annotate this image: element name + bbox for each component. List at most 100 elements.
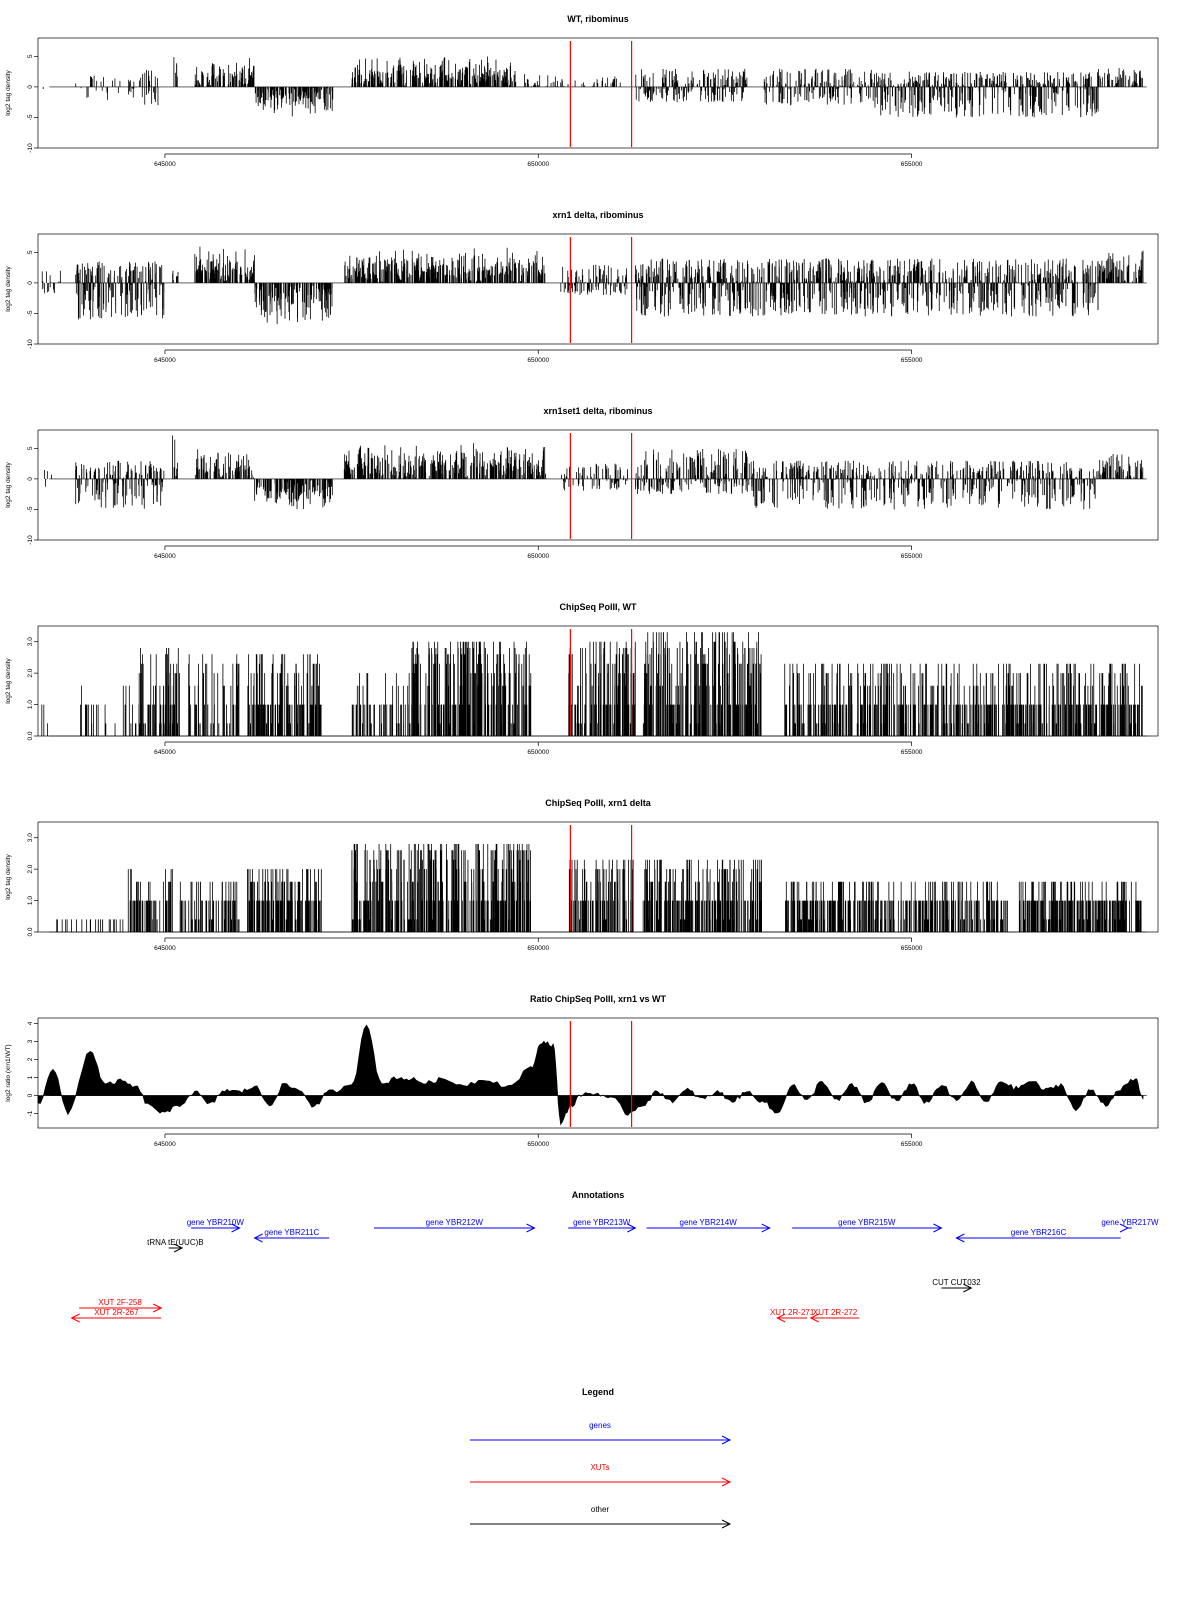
panel-title: ChipSeq PolII, WT (560, 602, 637, 612)
feature-label: gene YBR211C (264, 1228, 319, 1237)
y-axis-label: log2 ratio (xrn1/WT) (5, 1044, 12, 1101)
feature-label: gene YBR212W (426, 1218, 484, 1227)
legend-title: Legend (582, 1387, 614, 1397)
arrow-head (526, 1223, 536, 1233)
y-tick-label: 3 (27, 1039, 34, 1043)
panel-1: WT, ribominus log2 tag density -10 -5 0 5 6450… (5, 14, 1159, 168)
y-tick-label: 1.0 (27, 896, 34, 905)
ratio-area (37, 1024, 1144, 1126)
x-tick-label: 655000 (901, 749, 923, 756)
panel-3: xrn1set1 delta, ribominus log2 tag densit… (5, 406, 1159, 560)
x-tick-label: 655000 (901, 1141, 923, 1148)
signal-bars (56, 844, 1142, 932)
arrow-head (627, 1223, 637, 1233)
y-tick-label: -5 (27, 310, 34, 316)
panel-5: ChipSeq PolII, xrn1 delta log2 tag densit… (5, 798, 1159, 952)
y-axis-label: log2 tag density (5, 69, 12, 115)
y-tick-label: -10 (27, 339, 34, 349)
plot-frame (37, 429, 1159, 541)
panel-4: ChipSeq PolII, WT log2 tag density 0.0 1.0 2… (5, 602, 1159, 756)
y-axis-label: log2 tag density (5, 461, 12, 507)
x-tick-label: 645000 (154, 749, 176, 756)
y-axis-label: log2 tag density (5, 265, 12, 311)
y-tick-label: -5 (27, 506, 34, 512)
signal-bars (41, 246, 1144, 325)
panel-title: xrn1set1 delta, ribominus (543, 406, 652, 416)
arrow-head (933, 1223, 943, 1233)
arrow-head (231, 1223, 241, 1233)
y-tick-label: 1.0 (27, 700, 34, 709)
y-axis-label: log2 tag density (5, 657, 12, 703)
y-tick-label: 2 (27, 1057, 34, 1061)
y-axis-label: log2 tag density (5, 853, 12, 899)
plot-frame (37, 233, 1159, 345)
arrow-head (152, 1303, 163, 1313)
annotations-title: Annotations (572, 1190, 625, 1200)
x-tick-label: 650000 (527, 161, 549, 168)
feature-label: gene YBR214W (680, 1218, 738, 1227)
x-tick-label: 655000 (901, 161, 923, 168)
y-tick-label: 0.0 (27, 927, 34, 936)
x-tick-label: 645000 (154, 161, 176, 168)
y-tick-label: 3.0 (27, 637, 34, 646)
plot-frame (37, 37, 1159, 149)
plot-frame (37, 1017, 1159, 1129)
annotations-panel: Annotations gene YBR210W gene YBR211C gene … (70, 1190, 1159, 1323)
y-tick-label: 4 (27, 1021, 34, 1025)
feature-label: gene YBR213W (573, 1218, 631, 1227)
panel-title: xrn1 delta, ribominus (552, 210, 643, 220)
legend-panel: Legend genes XUTs other (470, 1387, 732, 1529)
legend-entry-label: genes (589, 1421, 611, 1430)
y-tick-label: 0 (27, 1093, 34, 1097)
feature-label: gene YBR217W (1101, 1218, 1159, 1227)
feature-label: XUT 2R-267 (94, 1308, 139, 1317)
arrow-head (761, 1223, 771, 1233)
feature-label: XUT 2F-258 (98, 1298, 142, 1307)
panel-2: xrn1 delta, ribominus log2 tag density -10… (5, 210, 1159, 364)
feature-label: gene YBR215W (838, 1218, 896, 1227)
legend-arrow-head (721, 1477, 732, 1487)
feature-label: CUT CUT032 (932, 1278, 981, 1287)
arrow-head (955, 1233, 965, 1243)
feature-label: gene YBR216C (1011, 1228, 1067, 1237)
y-tick-label: 0 (27, 85, 34, 89)
x-tick-label: 655000 (901, 553, 923, 560)
arrow-head (776, 1313, 786, 1323)
feature-label: gene YBR210W (187, 1218, 245, 1227)
y-tick-label: -10 (27, 535, 34, 545)
y-tick-label: 2.0 (27, 864, 34, 873)
x-tick-label: 645000 (154, 553, 176, 560)
arrow-head (809, 1313, 820, 1323)
x-tick-label: 650000 (527, 749, 549, 756)
y-tick-label: 3.0 (27, 833, 34, 842)
legend-arrow-head (721, 1519, 732, 1529)
x-tick-label: 645000 (154, 1141, 176, 1148)
x-tick-label: 650000 (527, 1141, 549, 1148)
feature-label: XUT 2R-272 (813, 1308, 858, 1317)
legend-arrow-head (721, 1435, 732, 1445)
y-tick-label: 1 (27, 1075, 34, 1079)
feature-label: tRNA tE(UUC)B (147, 1238, 203, 1247)
legend-entry-label: other (591, 1505, 610, 1514)
x-tick-label: 650000 (527, 945, 549, 952)
y-tick-label: -10 (27, 143, 34, 153)
arrow-head (963, 1283, 973, 1293)
signal-bars (44, 435, 1144, 510)
legend-entry-label: XUTs (590, 1463, 609, 1472)
y-tick-label: 0 (27, 281, 34, 285)
y-tick-label: 0.0 (27, 731, 34, 740)
signal-bars (41, 632, 1143, 736)
y-tick-label: 5 (27, 250, 34, 254)
feature-label: XUT 2R-271 (770, 1308, 815, 1317)
x-tick-label: 650000 (527, 553, 549, 560)
y-tick-label: 2.0 (27, 668, 34, 677)
panel-title: WT, ribominus (567, 14, 629, 24)
signal-bars (42, 56, 1143, 118)
x-tick-label: 645000 (154, 945, 176, 952)
y-tick-label: 5 (27, 446, 34, 450)
x-tick-label: 645000 (154, 357, 176, 364)
y-tick-label: -1 (27, 1110, 34, 1116)
panel-6: Ratio ChipSeq PolII, xrn1 vs WT log2 rati… (5, 994, 1159, 1148)
y-tick-label: -5 (27, 114, 34, 120)
